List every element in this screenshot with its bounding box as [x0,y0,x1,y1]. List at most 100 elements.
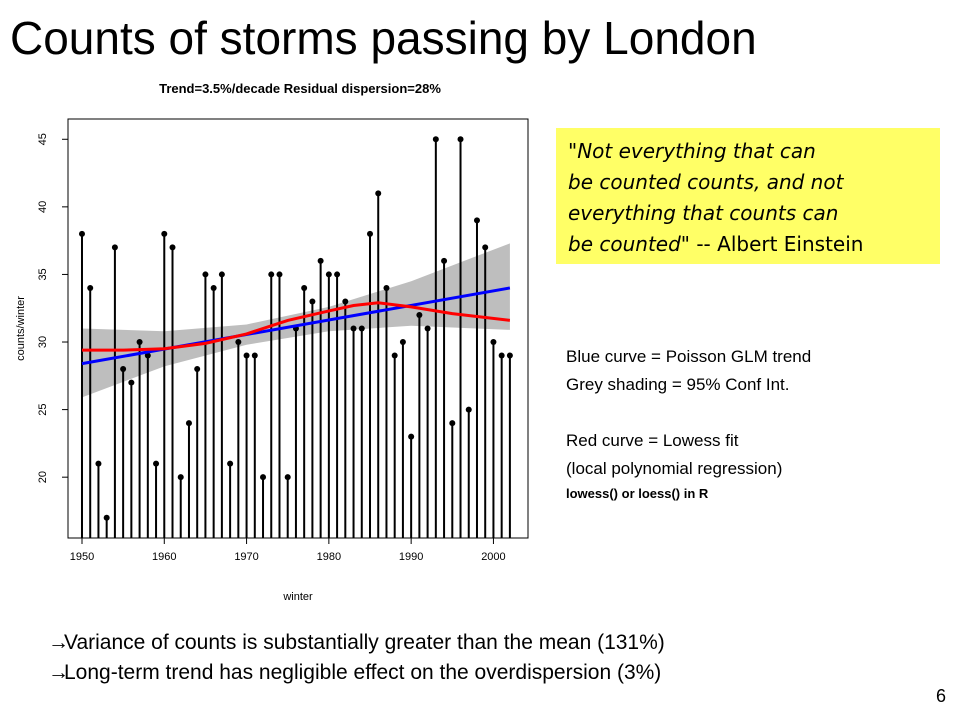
note-line: (local polynomial regression) [566,459,783,478]
chart-title: Trend=3.5%/decade Residual dispersion=28… [159,81,441,96]
slide-title: Counts of storms passing by London [10,12,757,64]
data-point [260,474,267,481]
data-point [169,244,176,251]
data-point [490,339,497,346]
note-r-functions: lowess() or loess() in R [566,486,709,501]
data-point [153,460,160,467]
data-point [358,325,365,332]
data-point [350,325,357,332]
einstein-quote-box: "Not everything that can be counted count… [556,128,940,264]
arrow-bullet-icon: → [48,661,69,684]
y-tick-label: 40 [37,201,49,213]
data-point [449,420,456,427]
bullet-item: →Long-term trend has negligible effect o… [48,658,665,688]
quote-text: "Not everything that can [568,139,816,163]
data-point [218,271,225,278]
data-point [424,325,431,332]
data-point [317,257,324,264]
data-point [210,284,217,291]
bullet-text: Long-term trend has negligible effect on… [64,661,662,684]
quote-text: be counted" [568,232,690,256]
data-point [235,339,242,346]
x-tick-label: 1960 [152,551,176,563]
data-point [243,352,250,359]
bullet-list: →Variance of counts is substantially gre… [48,628,665,688]
data-point [325,271,332,278]
data-point [111,244,118,251]
lowess-line [81,301,511,352]
data-point [144,352,151,359]
storm-count-chart: Trend=3.5%/decade Residual dispersion=28… [15,81,529,603]
quote-text: be counted counts, and not [568,170,844,194]
data-point [194,366,201,373]
data-point [251,352,258,359]
glm-trend-line [81,286,511,366]
data-point [128,379,135,386]
note-line: Red curve = Lowess fit [566,431,739,450]
data-point [367,230,374,237]
x-axis-label: winter [282,591,313,603]
y-tick-label: 35 [37,268,49,280]
data-point [408,433,415,440]
data-point [391,352,398,359]
bullet-text: Variance of counts is substantially grea… [64,631,665,654]
quote-line: be counted" -- Albert Einstein [568,229,940,260]
note-line [566,399,811,427]
quote-lines: "Not everything that can be counted count… [568,136,940,260]
bullet-item: →Variance of counts is substantially gre… [48,628,665,658]
data-point [482,244,489,251]
quote-line: everything that counts can [568,198,940,229]
page-number: 6 [935,686,946,706]
y-tick-label: 25 [37,403,49,415]
quote-text: everything that counts can [568,201,839,225]
plot-frame [67,118,529,539]
x-tick-label: 2000 [481,551,505,563]
quote-attribution: -- Albert Einstein [689,232,864,256]
data-point [432,136,439,143]
data-point [276,271,283,278]
quote-line: "Not everything that can [568,136,940,167]
note-line: Grey shading = 95% Conf Int. [566,375,790,394]
y-tick-label: 30 [37,336,49,348]
quote-line: be counted counts, and not [568,167,940,198]
data-point [202,271,209,278]
data-point [506,352,513,359]
data-point [161,230,168,237]
y-axis-label: counts/winter [15,296,27,361]
data-point [375,190,382,197]
data-point [473,217,480,224]
data-point [301,284,308,291]
note-line: Blue curve = Poisson GLM trend [566,347,812,366]
confidence-band [81,243,510,398]
data-point [136,339,143,346]
data-point [465,406,472,413]
data-point [87,284,94,291]
y-tick-label: 20 [37,471,49,483]
data-point [95,460,102,467]
data-point [416,311,423,318]
notes-list: Blue curve = Poisson GLM trend Grey shadi… [566,343,811,483]
data-point [309,298,316,305]
data-point [177,474,184,481]
data-point [342,298,349,305]
arrow-bullet-icon: → [48,631,69,654]
data-point [441,257,448,264]
data-point [268,271,275,278]
data-point [227,460,234,467]
data-point [103,514,110,521]
data-point [78,230,85,237]
data-point [185,420,192,427]
data-point [120,366,127,373]
data-point [498,352,505,359]
data-point [334,271,341,278]
chart-legend-notes: Blue curve = Poisson GLM trend Grey shadi… [566,343,811,505]
data-point [383,284,390,291]
x-tick-label: 1980 [317,551,341,563]
x-tick-label: 1970 [234,551,258,563]
data-point [457,136,464,143]
y-tick-label: 45 [37,133,49,145]
data-point [284,474,291,481]
x-tick-label: 1950 [70,551,94,563]
x-tick-label: 1990 [399,551,423,563]
data-point [399,339,406,346]
